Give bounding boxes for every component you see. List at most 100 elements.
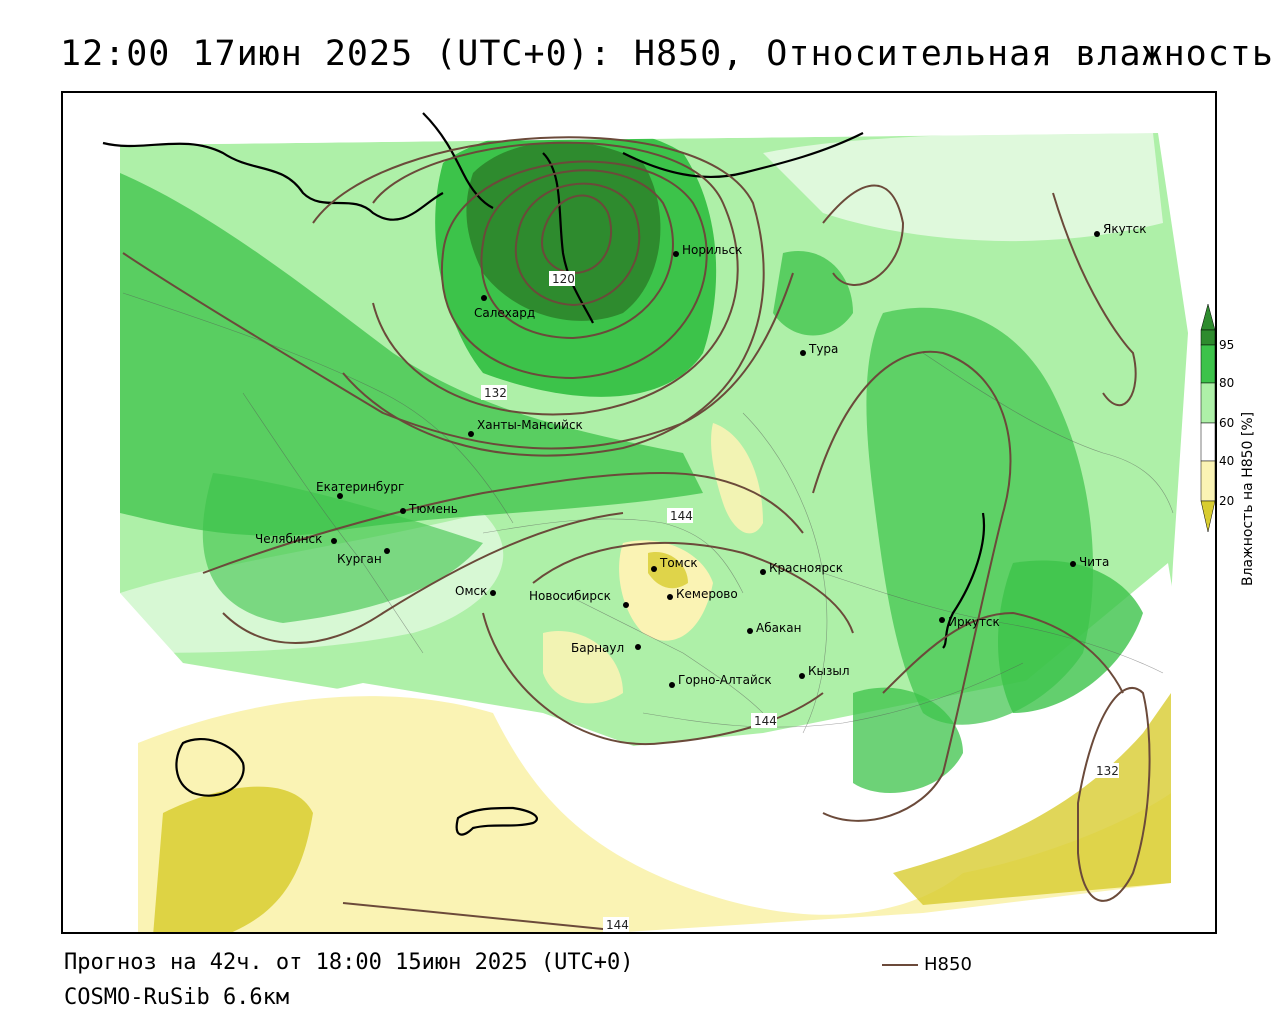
contour-136-east	[1052, 192, 1137, 407]
colorbar-title: Влажность на H850 [%]	[1240, 411, 1256, 586]
city-label: Ханты-Мансийск	[477, 418, 583, 432]
city-label: Тура	[808, 342, 838, 356]
city-omsk: Омск	[455, 584, 496, 598]
contour-144-east	[812, 350, 1012, 822]
city-khanty-mansiysk: Ханты-Мансийск	[468, 418, 583, 437]
city-tomsk: Томск	[651, 556, 698, 572]
map-area[interactable]: 120 132 144 144 144 132	[61, 91, 1217, 934]
model-name: COSMO-RuSib 6.6км	[64, 985, 290, 1010]
humidity-area-0-se	[893, 693, 1171, 905]
admin-boundary-8	[642, 662, 1024, 728]
humidity-area-20-yellow	[138, 696, 1171, 932]
city-label: Салехард	[474, 306, 535, 320]
colorbar-tick-95: 95	[1219, 338, 1234, 352]
city-yekaterinburg: Екатеринбург	[316, 480, 404, 499]
city-label: Норильск	[682, 243, 742, 257]
city-label: Новосибирск	[529, 589, 611, 603]
colorbar-swatch-40	[1200, 422, 1216, 462]
city-abakan: Абакан	[747, 621, 801, 635]
city-label: Якутск	[1103, 222, 1147, 236]
colorbar-tick-60: 60	[1219, 416, 1234, 430]
city-label: Горно-Алтайск	[678, 673, 772, 687]
colorbar-swatch-20	[1200, 460, 1216, 502]
contour-132	[372, 141, 739, 416]
h850-legend-line	[882, 964, 918, 966]
contour-labels: 120 132 144 144 144 132	[481, 271, 1119, 932]
colorbar-swatch-60	[1200, 382, 1216, 424]
coastline-caspian	[175, 738, 245, 797]
contour-140-east	[822, 184, 905, 286]
contour-120	[514, 182, 641, 307]
contour-label-text: 144	[606, 918, 629, 932]
colorbar-cap-top	[1200, 303, 1216, 331]
contour-label-144-b: 144	[751, 713, 777, 728]
city-gorno-altaysk: Горно-Алтайск	[669, 673, 772, 688]
colorbar-tick-80: 80	[1219, 376, 1234, 390]
contour-120-inner	[541, 194, 613, 275]
coastline-novaya-zemlya	[422, 112, 494, 209]
humidity-field	[63, 93, 1215, 932]
contour-128	[440, 160, 708, 380]
contour-label-144-c: 144	[603, 917, 629, 932]
contour-label-text: 144	[754, 714, 777, 728]
contour-144-b	[222, 512, 624, 644]
contour-136	[312, 136, 765, 457]
city-label: Чита	[1079, 555, 1109, 569]
coastline-lake-baikal	[942, 512, 985, 649]
colorbar-swatch-80	[1200, 344, 1216, 384]
city-label: Тюмень	[408, 502, 458, 516]
map-canvas: 120 132 144 144 144 132	[63, 93, 1215, 932]
humidity-area-0-tomsk	[648, 552, 688, 589]
city-label: Омск	[455, 584, 487, 598]
admin-boundaries	[122, 292, 1174, 734]
city-kyzyl: Кызыл	[799, 664, 850, 679]
h850-contours	[122, 136, 1151, 932]
city-label: Абакан	[756, 621, 801, 635]
humidity-area-20-yenisei	[711, 423, 763, 534]
contour-label-text: 144	[670, 509, 693, 523]
coastline-kara	[102, 141, 444, 221]
forecast-info: Прогноз на 42ч. от 18:00 15июн 2025 (UTC…	[64, 950, 634, 975]
city-novosibirsk: Новосибирск	[529, 589, 629, 608]
colorbar-swatch-95	[1200, 329, 1216, 346]
contour-132-east	[1077, 687, 1151, 902]
city-label: Иркутск	[948, 615, 1000, 629]
contour-label-text: 132	[484, 386, 507, 400]
city-krasnoyarsk: Красноярск	[760, 561, 843, 575]
h850-legend-label: H850	[924, 954, 972, 975]
city-kurgan: Курган	[337, 548, 390, 566]
colorbar-cap-bottom	[1200, 500, 1216, 533]
city-label: Барнаул	[571, 641, 624, 655]
city-label: Томск	[659, 556, 698, 570]
contour-124	[480, 169, 674, 340]
map-title: 12:00 17июн 2025 (UTC+0): H850, Относите…	[60, 34, 1274, 74]
city-label: Кызыл	[808, 664, 850, 678]
admin-boundary-7	[562, 592, 764, 714]
city-tyumen: Тюмень	[400, 502, 458, 516]
admin-boundary-3	[482, 518, 744, 594]
coastlines	[102, 112, 985, 836]
admin-boundary-5	[822, 572, 1164, 674]
humidity-area-0-sw	[153, 786, 313, 932]
admin-boundary-6	[922, 352, 1174, 514]
humidity-colorbar: 95 80 60 40 20	[1200, 303, 1234, 533]
city-label: Челябинск	[255, 532, 322, 546]
city-label: Красноярск	[769, 561, 843, 575]
colorbar-tick-40: 40	[1219, 454, 1234, 468]
humidity-area-80-tura	[773, 251, 853, 336]
coastline-taymyr	[622, 132, 864, 179]
contour-label-text: 132	[1096, 764, 1119, 778]
admin-boundary-4	[742, 412, 828, 734]
admin-boundary-1	[122, 292, 514, 524]
contour-label-120: 120	[549, 271, 575, 286]
contour-label-text: 120	[552, 272, 575, 286]
humidity-area-20-altai	[543, 631, 623, 704]
contour-144-south	[342, 902, 624, 932]
city-kemerovo: Кемерово	[667, 587, 738, 601]
humidity-area-80-west	[120, 173, 703, 536]
city-barnaul: Барнаул	[571, 641, 641, 655]
humidity-area-95-north	[466, 141, 661, 321]
city-irkutsk: Иркутск	[939, 615, 1000, 629]
humidity-area-20-tomsk	[619, 540, 713, 641]
city-tura: Тура	[800, 342, 838, 356]
